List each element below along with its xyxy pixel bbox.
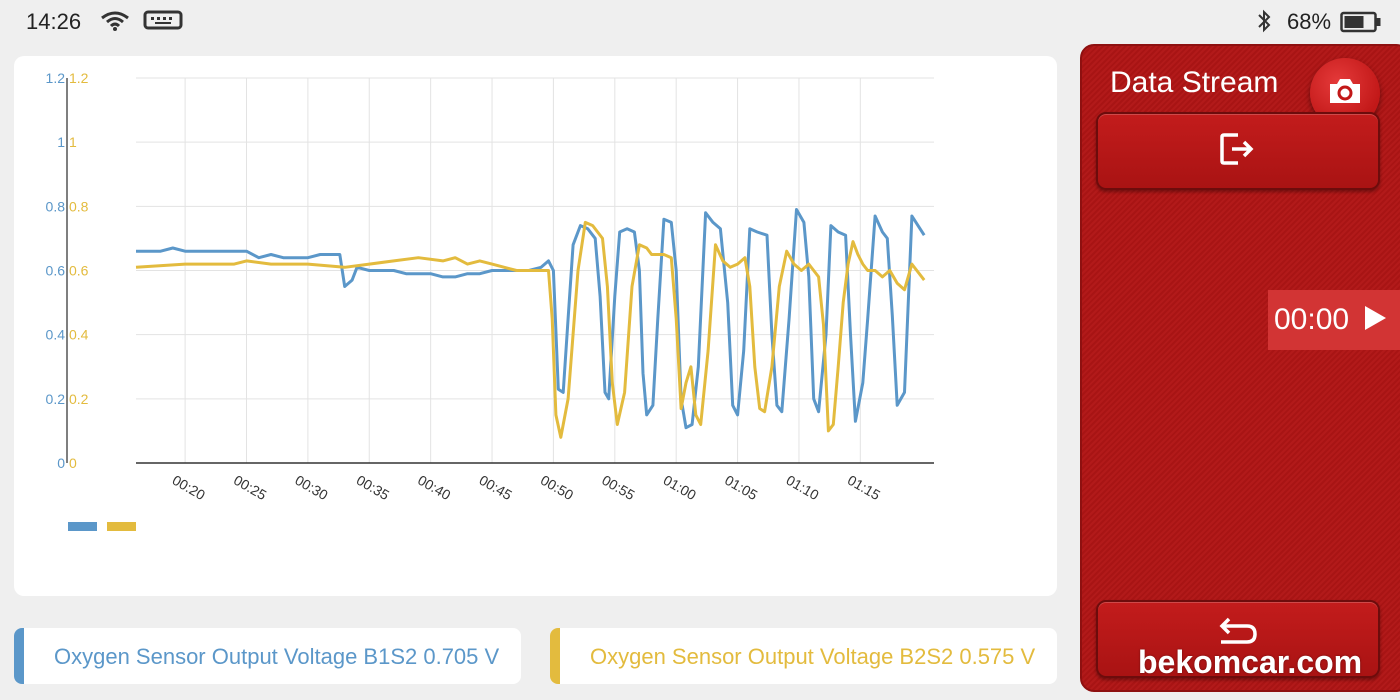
x-tick-label: 00:35 [354, 472, 393, 503]
y-tick-label-right: 0.6 [69, 263, 89, 279]
legend-label: Oxygen Sensor Output Voltage B1S2 0.705 … [54, 644, 500, 669]
wifi-icon [100, 10, 130, 37]
x-tick-label: 00:45 [477, 472, 516, 503]
bluetooth-icon [1254, 9, 1274, 38]
x-tick-label: 00:25 [231, 472, 270, 503]
back-button[interactable] [1096, 600, 1380, 678]
watermark-text: bekomcar.com [1138, 644, 1363, 680]
y-tick-label-left: 0.2 [46, 391, 66, 407]
replay-timer[interactable]: 00:00 [1268, 290, 1400, 350]
legend-color-bar [14, 628, 24, 684]
x-tick-label: 00:30 [292, 472, 331, 503]
x-tick-label: 00:40 [415, 472, 454, 503]
x-tick-label: 00:55 [599, 472, 638, 503]
status-time: 14:26 [26, 9, 82, 34]
y-tick-label-right: 0.4 [69, 327, 89, 343]
y-tick-label-right: 0.8 [69, 198, 89, 214]
keyboard-icon [143, 10, 183, 37]
y-tick-label-left: 1.2 [46, 70, 66, 86]
legend-card-b2s2: Oxygen Sensor Output Voltage B2S2 0.575 … [550, 628, 1057, 684]
battery-percent: 68% [1287, 9, 1332, 34]
timer-text: 00:00 [1274, 303, 1350, 336]
series-line-2 [135, 220, 926, 439]
x-tick-label: 01:10 [783, 472, 822, 503]
y-tick-label-left: 0 [57, 455, 65, 471]
exit-icon [1218, 131, 1258, 172]
back-icon [1215, 602, 1261, 655]
exit-button[interactable] [1096, 112, 1380, 190]
y-tick-label-left: 0.6 [46, 263, 66, 279]
y-tick-label-right: 1 [69, 134, 77, 150]
legend-color-bar [550, 628, 560, 684]
status-bar: 14:26 68% [0, 0, 1400, 44]
camera-icon [1327, 76, 1363, 111]
x-tick-label: 00:50 [538, 472, 577, 503]
x-tick-label: 01:00 [661, 472, 700, 503]
y-tick-label-right: 1.2 [69, 70, 89, 86]
x-tick-label: 01:15 [845, 472, 884, 503]
legend-card-b1s2: Oxygen Sensor Output Voltage B1S2 0.705 … [14, 628, 521, 684]
battery-icon [1340, 11, 1382, 38]
chart-card: 0 0 0.2 0.2 0.4 0.4 0.6 0.6 0.8 0.8 1 1 1.2 1.2 00:20 0… [14, 56, 1057, 596]
y-tick-label-left: 0.8 [46, 198, 66, 214]
play-icon[interactable] [1363, 305, 1387, 336]
data-stream-panel: Data Stream 00:00 [1080, 44, 1400, 692]
series-line-1 [136, 208, 926, 430]
y-tick-label-left: 0.4 [46, 327, 66, 343]
y-tick-label-right: 0.2 [69, 391, 89, 407]
y-tick-label-left: 1 [57, 134, 65, 150]
legend-label: Oxygen Sensor Output Voltage B2S2 0.575 … [590, 644, 1036, 669]
x-tick-label: 00:20 [170, 472, 209, 503]
line-chart: 0 0 0.2 0.2 0.4 0.4 0.6 0.6 0.8 0.8 1 1 1.2 1.2 00:20 0… [46, 70, 934, 531]
x-tick-label: 01:05 [722, 472, 761, 503]
legend-swatch-2 [107, 522, 136, 531]
y-tick-label-right: 0 [69, 455, 77, 471]
legend-swatch-1 [68, 522, 97, 531]
panel-title: Data Stream [1110, 66, 1279, 99]
